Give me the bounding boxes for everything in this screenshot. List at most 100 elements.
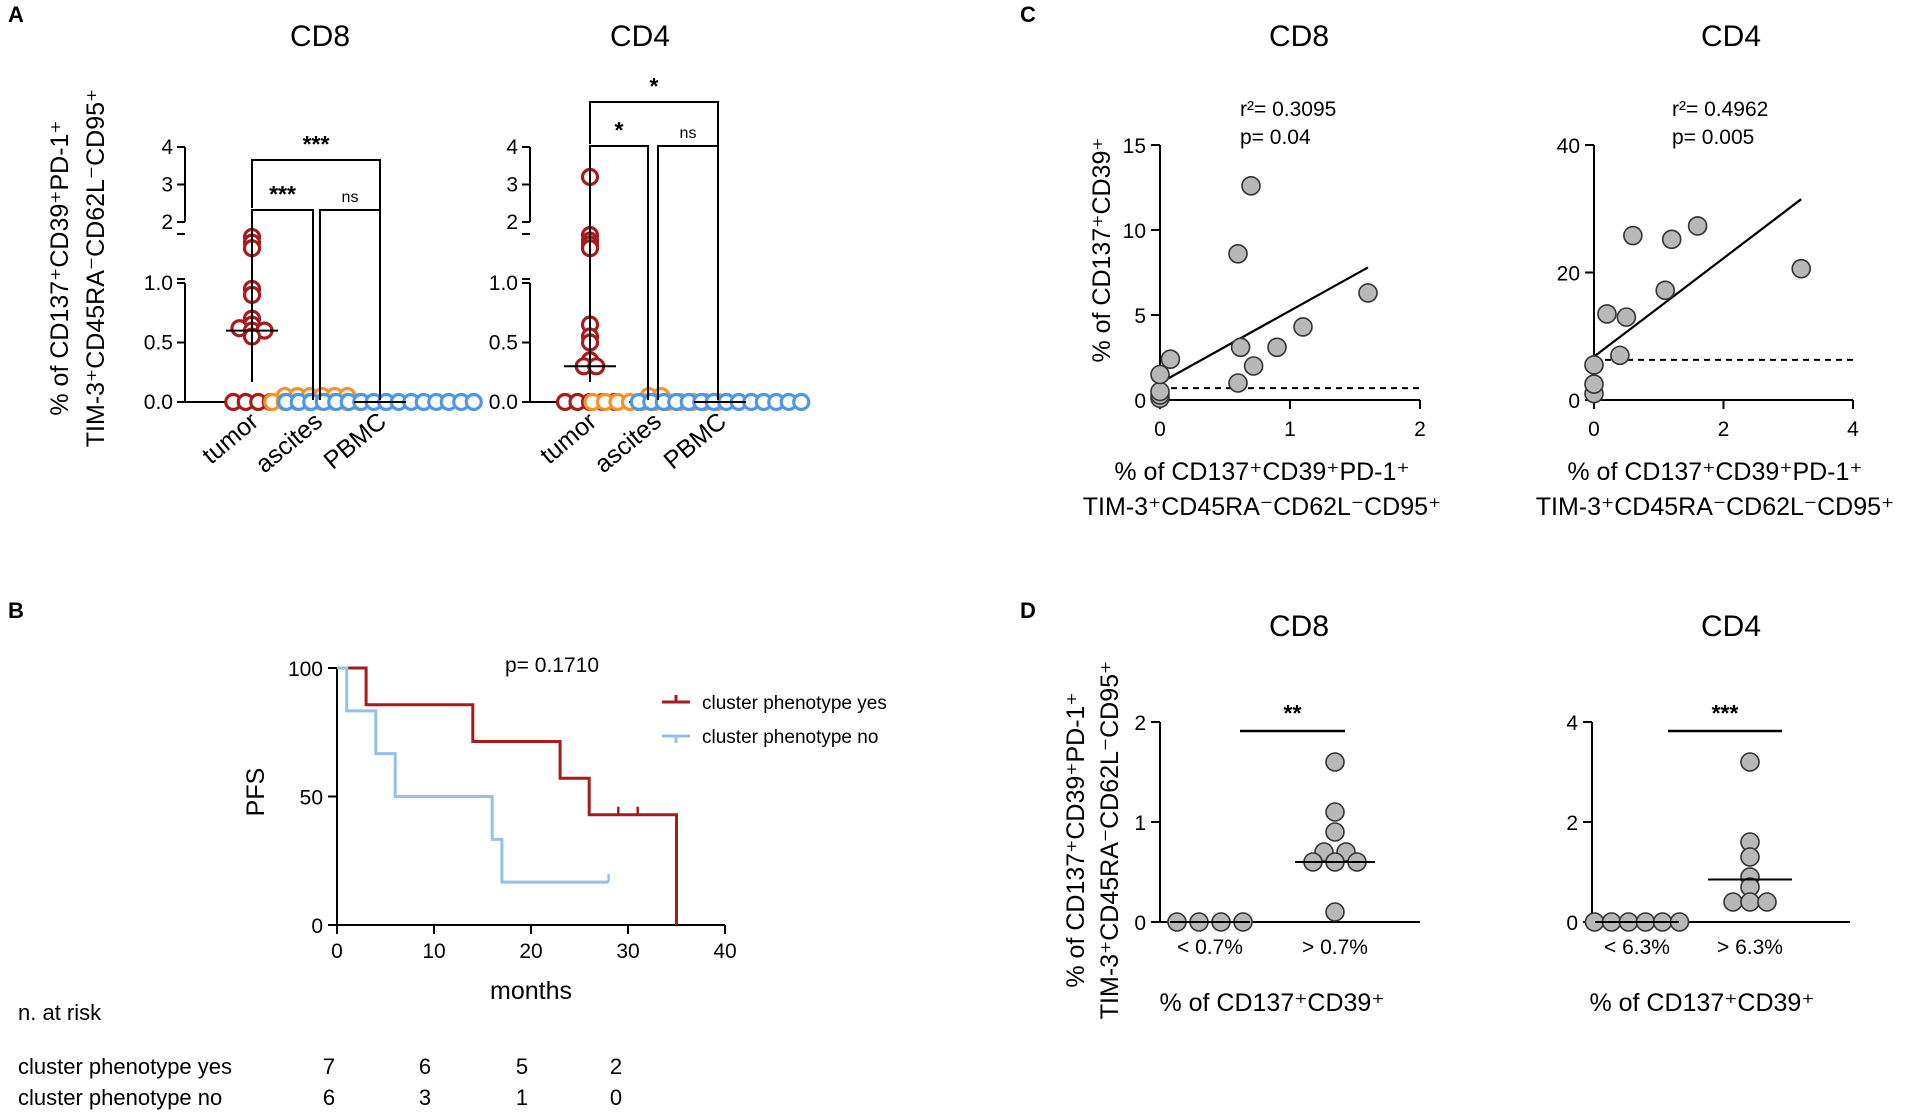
panel-letter-d: D [1020,598,1036,623]
regression-line [1593,198,1802,358]
chart-c-cd8-xlabel-line1: % of CD137⁺CD39⁺PD-1⁺ [1114,458,1409,486]
x-tick-label: 2 [1414,418,1426,441]
significance-bracket [589,145,649,400]
x-category-label: > 6.3% [1717,936,1783,959]
risk-yes-value: 2 [610,1054,622,1079]
panel-letter-a: A [8,2,24,27]
chart-c-cd8-title: CD8 [1269,20,1329,53]
data-point [1740,847,1760,867]
risk-title: n. at risk [18,1000,102,1025]
regression-line [1159,266,1369,384]
significance-bracket [251,159,381,210]
chart-d-cd4: 0 2 4 < 6.3% > 6.3% *** [1566,700,1850,959]
y-tick-label: 0.0 [489,391,518,414]
data-point [1655,280,1676,301]
y-tick-label: 2 [161,211,173,234]
x-category-label: PBMC [319,407,392,475]
significance-label: *** [303,131,330,157]
data-point [1623,225,1643,246]
risk-yes-label: cluster phenotype yes [18,1054,232,1079]
data-point [1740,892,1760,912]
significance-bracket [657,145,719,400]
data-point [1358,283,1378,303]
chart-d-cd4-xlabel: % of CD137⁺CD39⁺ [1589,989,1814,1017]
risk-no-value: 0 [610,1085,622,1110]
x-tick-label: 0 [1588,418,1600,441]
y-tick-label: 1 [1134,812,1146,835]
x-category-label: ascites [589,407,667,478]
x-category-label: ascites [250,407,328,478]
data-point [1325,802,1345,822]
significance-label: ** [1284,700,1302,726]
y-tick-label: 3 [161,174,173,197]
significance-label: ns [342,189,359,206]
chart-a-cd8-title: CD8 [290,20,350,53]
risk-no-value: 3 [419,1085,431,1110]
panel-letter-b: B [8,598,24,623]
x-category-label: PBMC [659,407,732,475]
chart-c-cd8-r2: r²= 0.3095 [1240,98,1336,121]
x-tick-label: 10 [422,940,445,963]
data-point [1293,317,1313,337]
km-curve-yes [337,666,678,925]
panel-a-ylabel-line2: TIM-3⁺CD45RA⁻CD62L⁻CD95⁺ [82,89,110,447]
risk-no-value: 1 [516,1085,528,1110]
panel-a: % of CD137⁺CD39⁺PD-1⁺ TIM-3⁺CD45RA⁻CD62L… [46,20,811,479]
x-tick-label: 30 [616,940,639,963]
significance-bracket [319,209,381,400]
x-tick-label: 40 [713,940,736,963]
chart-c-cd4-title: CD4 [1701,20,1761,53]
y-tick-label: 0 [1566,912,1578,935]
y-tick-label: 20 [1557,263,1580,286]
panel-b-ylabel: PFS [242,768,270,817]
legend: cluster phenotype yes cluster phenotype … [662,693,887,748]
x-tick-label: 20 [519,940,542,963]
panel-d-ylabel-line1: % of CD137⁺CD39⁺PD-1⁺ [1062,692,1090,987]
data-point [1160,349,1181,370]
y-tick-label: 0.0 [144,391,173,414]
data-point [1150,381,1170,402]
data-point [1723,892,1743,912]
y-tick-label: 0 [311,915,323,938]
y-tick-label: 2 [506,211,518,234]
significance-label: * [615,117,624,143]
panel-letter-c: C [1020,2,1036,27]
y-tick-label: 2 [1134,712,1146,735]
panel-a-ylabel-line1: % of CD137⁺CD39⁺PD-1⁺ [46,120,74,415]
y-tick-label: 0.5 [144,332,173,355]
data-point-pbmc [792,392,811,412]
risk-yes-value: 7 [323,1054,335,1079]
chart-d-cd8-xlabel: % of CD137⁺CD39⁺ [1159,989,1384,1017]
km-curve-no [337,666,609,884]
x-category-label: > 0.7% [1302,936,1368,959]
chart-c-cd4-xlabel-line1: % of CD137⁺CD39⁺PD-1⁺ [1567,458,1862,486]
chart-c-cd8-p: p= 0.04 [1240,126,1311,149]
panel-b-xlabel: months [490,977,572,1005]
legend-yes-label: cluster phenotype yes [702,693,887,714]
y-tick-label: 4 [506,136,518,159]
data-point [1150,364,1170,385]
data-point [1584,374,1604,394]
data-point [1757,892,1777,912]
y-tick-label: 0 [1568,390,1580,413]
chart-d-cd8-title: CD8 [1269,610,1329,643]
chart-d-cd4-title: CD4 [1701,610,1761,643]
data-point [1230,337,1251,358]
y-tick-label: 40 [1557,135,1580,158]
data-point [1661,229,1682,250]
x-tick-label: 0 [331,940,343,963]
data-point [1791,258,1811,279]
significance-bracket [251,209,314,400]
y-tick-label: 1.0 [489,272,518,295]
y-tick-label: 0 [1134,390,1146,413]
chart-c-cd4: 0 20 40 0 2 4 [1557,135,1860,441]
risk-no-label: cluster phenotype no [18,1085,222,1110]
y-tick-label: 15 [1123,135,1146,158]
data-point-pbmc [464,392,483,412]
chart-c-cd4-p: p= 0.005 [1672,126,1754,149]
chart-c-cd8-xlabel-line2: TIM-3⁺CD45RA⁻CD62L⁻CD95⁺ [1083,493,1441,521]
data-point [1241,176,1261,196]
chart-c-cd8: 0 5 10 15 0 1 2 [1123,135,1426,441]
